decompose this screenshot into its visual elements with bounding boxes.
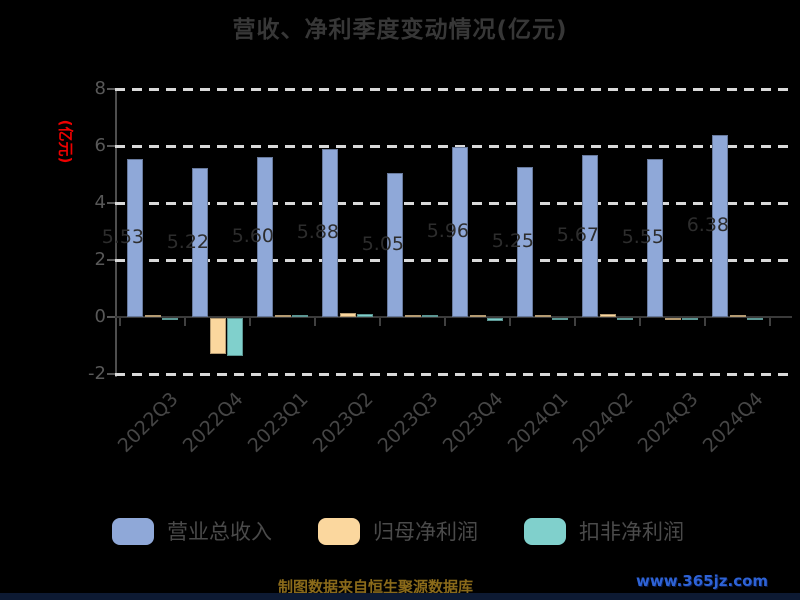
legend-label-归母净利润: 归母净利润	[373, 520, 478, 544]
bar-归母净利润-2023Q2	[339, 313, 356, 317]
bar-value-label-2023Q4: 5.96	[426, 220, 469, 243]
legend-item-扣非净利润: 扣非净利润	[524, 516, 684, 546]
y-tick-mark-0	[107, 316, 115, 318]
bar-扣非净利润-2024Q4	[747, 318, 763, 320]
legend-swatch-归母净利润	[318, 517, 360, 545]
bar-value-label-2024Q2: 5.67	[556, 224, 599, 247]
y-axis-spine	[115, 89, 117, 377]
bar-扣非净利润-2023Q4	[487, 318, 503, 321]
x-tick-mark	[314, 318, 316, 326]
bar-归母净利润-2024Q1	[534, 315, 551, 317]
bar-value-label-2023Q1: 5.60	[231, 225, 274, 248]
y-tick-label-6: 6	[94, 135, 106, 156]
bar-归母净利润-2022Q3	[144, 315, 161, 317]
bar-归母净利润-2023Q1	[274, 315, 291, 317]
bar-扣非净利润-2024Q3	[682, 318, 698, 320]
gridline-y6	[115, 145, 792, 148]
bar-归母净利润-2023Q4	[469, 315, 486, 317]
legend-swatch-营业总收入	[112, 517, 154, 545]
bar-value-label-2023Q2: 5.88	[296, 221, 339, 244]
x-tick-mark	[119, 318, 121, 326]
bar-扣非净利润-2023Q1	[292, 315, 308, 317]
x-axis-baseline	[115, 316, 792, 318]
y-tick-label-2: 2	[94, 249, 106, 270]
bar-扣非净利润-2024Q2	[617, 318, 633, 320]
y-tick-mark-4	[107, 202, 115, 204]
legend: 营业总收入 归母净利润 扣非净利润	[112, 516, 684, 546]
bar-营业总收入-2024Q1	[517, 167, 533, 317]
y-tick-mark-2	[107, 259, 115, 261]
gridline-y8	[115, 88, 792, 91]
bar-value-label-2022Q4: 5.22	[166, 230, 209, 253]
x-tick-mark	[639, 318, 641, 326]
bar-value-label-2024Q4: 6.38	[686, 214, 729, 237]
y-tick-label-0: 0	[94, 306, 106, 327]
y-tick-label-8: 8	[94, 78, 106, 99]
x-tick-mark	[379, 318, 381, 326]
bar-value-label-2022Q3: 5.53	[101, 226, 144, 249]
bar-扣非净利润-2022Q4	[227, 318, 243, 356]
bar-扣非净利润-2023Q3	[422, 315, 438, 317]
legend-item-归母净利润: 归母净利润	[318, 516, 478, 546]
plot-area: 5.53 5.22 5.60 5.88 5.05 5.96 5.25 5.67 5.55 6.38	[102, 88, 792, 376]
bar-营业总收入-2024Q4	[712, 135, 728, 317]
bar-扣非净利润-2022Q3	[162, 318, 178, 320]
x-tick-mark	[184, 318, 186, 326]
bar-营业总收入-2023Q3	[387, 173, 403, 317]
x-tick-mark	[509, 318, 511, 326]
bar-营业总收入-2022Q4	[192, 168, 208, 317]
bar-营业总收入-2023Q1	[257, 157, 273, 317]
source-note: 制图数据来自恒生聚源数据库	[278, 578, 474, 596]
bar-value-label-2024Q1: 5.25	[491, 230, 534, 253]
x-tick-mark	[444, 318, 446, 326]
bar-归母净利润-2024Q4	[729, 315, 746, 317]
x-tick-mark	[574, 318, 576, 326]
bar-营业总收入-2024Q3	[647, 159, 663, 317]
y-tick-mark-6	[107, 145, 115, 147]
bar-value-label-2024Q3: 5.55	[621, 225, 664, 248]
y-tick-mark--2	[107, 373, 115, 375]
legend-item-营业总收入: 营业总收入	[112, 516, 272, 546]
bar-扣非净利润-2024Q1	[552, 318, 568, 320]
bar-归母净利润-2024Q3	[664, 318, 681, 320]
bar-扣非净利润-2023Q2	[357, 314, 373, 317]
x-tick-mark	[249, 318, 251, 326]
bar-营业总收入-2023Q2	[322, 149, 338, 317]
bar-营业总收入-2024Q2	[582, 155, 598, 317]
legend-label-扣非净利润: 扣非净利润	[579, 520, 684, 544]
watermark-link[interactable]: www.365jz.com	[636, 572, 769, 590]
legend-swatch-扣非净利润	[524, 517, 566, 545]
bottom-strip	[0, 593, 800, 600]
bar-value-label-2023Q3: 5.05	[361, 233, 404, 256]
bar-归母净利润-2023Q3	[404, 315, 421, 317]
gridline-y-2	[115, 373, 792, 376]
bar-营业总收入-2022Q3	[127, 159, 143, 317]
legend-label-营业总收入: 营业总收入	[167, 520, 272, 544]
x-tick-mark	[704, 318, 706, 326]
bar-归母净利润-2024Q2	[599, 314, 616, 317]
y-tick-label-4: 4	[94, 192, 106, 213]
y-tick-label--2: -2	[88, 363, 106, 384]
x-tick-mark	[769, 318, 771, 326]
chart-title: 营收、净利季度变动情况(亿元)	[232, 17, 568, 43]
y-tick-mark-8	[107, 88, 115, 90]
bar-归母净利润-2022Q4	[209, 318, 226, 354]
bar-营业总收入-2023Q4	[452, 147, 468, 317]
